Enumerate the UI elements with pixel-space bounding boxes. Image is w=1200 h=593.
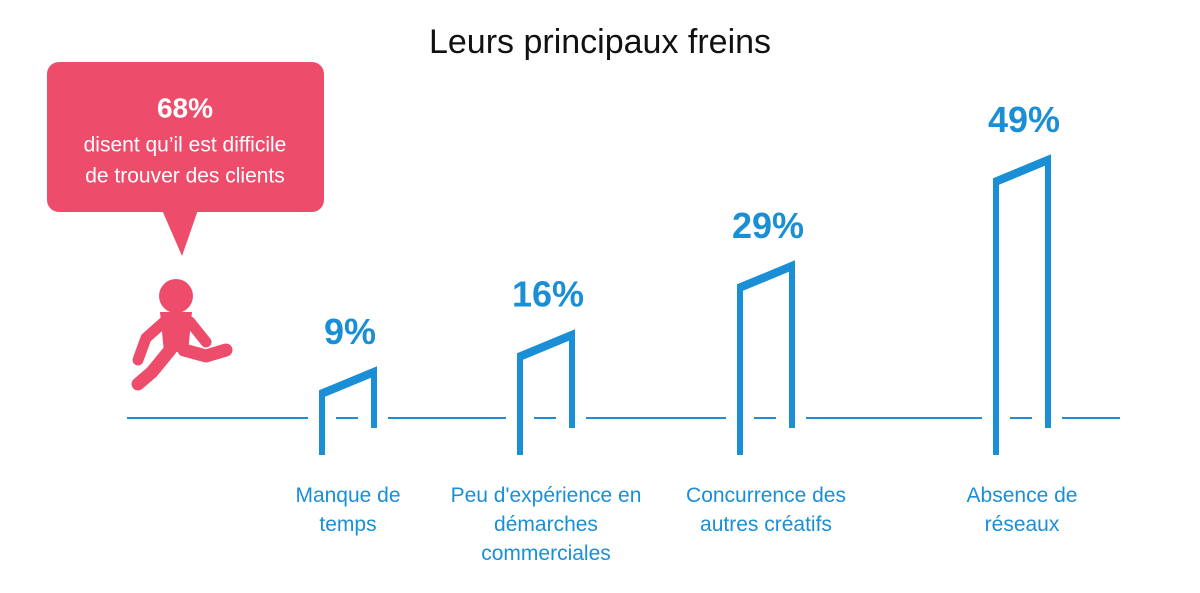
runner-icon (131, 279, 233, 391)
hurdle (993, 154, 1051, 455)
value-label: 49% (988, 99, 1060, 140)
value-label: 9% (324, 311, 376, 352)
hurdle (517, 329, 575, 455)
hurdle (319, 366, 377, 455)
category-label: Peu d'expérience en démarches commercial… (450, 484, 642, 565)
callout-box (47, 62, 324, 212)
hurdle-bar (737, 260, 795, 294)
category-label: Concurrence des autres créatifs (686, 484, 846, 536)
hurdle-bar (319, 366, 377, 400)
category-label: Manque de temps (295, 484, 401, 536)
hurdle-bar (993, 154, 1051, 188)
callout-value: 68% (157, 92, 213, 123)
hurdle-bar (517, 329, 575, 363)
callout-text: disent qu’il est difficile (84, 134, 287, 157)
category-label: Absence de réseaux (966, 484, 1078, 536)
chart-title: Leurs principaux freins (429, 23, 771, 61)
value-label: 16% (512, 274, 584, 315)
hurdle (737, 260, 795, 455)
callout (47, 62, 324, 256)
callout-text: de trouver des clients (85, 165, 285, 188)
value-label: 29% (732, 205, 804, 246)
callout-tail (162, 210, 198, 256)
